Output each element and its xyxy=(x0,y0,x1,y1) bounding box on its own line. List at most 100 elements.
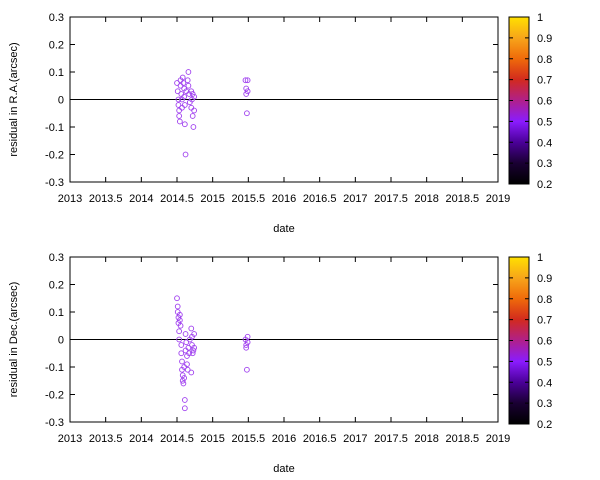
y-axis-title: residual in Dec.(arcsec) xyxy=(8,282,20,398)
data-point xyxy=(178,91,185,97)
x-tick-label: 2015.5 xyxy=(232,193,266,205)
data-point xyxy=(184,77,191,84)
data-point xyxy=(182,151,189,158)
data-point xyxy=(176,328,182,335)
y-tick-label: -0.1 xyxy=(45,362,64,374)
x-tick-label: 2018.5 xyxy=(446,193,480,205)
data-point xyxy=(176,107,182,114)
data-point xyxy=(182,331,189,337)
data-point xyxy=(179,74,186,81)
data-point xyxy=(174,303,181,310)
data-point xyxy=(244,333,251,340)
data-point xyxy=(244,110,250,117)
x-tick-label: 2019 xyxy=(486,433,510,445)
panel-2: 2013 2013.5 2014 2014.5 2015 2015.5 2016 2016.5… xyxy=(8,252,552,475)
x-tick-label: 2016.5 xyxy=(303,193,337,205)
colorbar-tick-label: 0.4 xyxy=(537,377,552,389)
data-point xyxy=(177,118,183,125)
x-tick-label: 2016.5 xyxy=(303,433,337,445)
data-point xyxy=(189,91,196,97)
data-point xyxy=(181,405,188,412)
data-point xyxy=(243,344,250,351)
y-axis-title: residual in R.A.(arcsec) xyxy=(8,42,20,156)
y-tick-label: -0.2 xyxy=(45,390,64,402)
y-tick-label: 0.1 xyxy=(49,67,64,79)
y-tick-label: 0.3 xyxy=(49,252,64,264)
x-axis-title: date xyxy=(273,223,294,235)
colorbar-tick-label: 0.9 xyxy=(537,273,552,285)
data-point xyxy=(185,69,192,75)
data-point xyxy=(191,331,197,337)
data-point xyxy=(179,358,185,365)
x-tick-label: 2015.5 xyxy=(232,433,266,445)
data-point xyxy=(177,322,184,329)
data-point xyxy=(175,96,182,103)
x-tick-label: 2017.5 xyxy=(374,433,408,445)
colorbar: 1 0.9 0.8 0.7 0.6 0.5 0.4 0.3 0.2 xyxy=(508,12,552,191)
x-tick-label: 2017.5 xyxy=(374,193,408,205)
x-tick-label: 2013.5 xyxy=(89,433,123,445)
x-tick-label: 2014 xyxy=(129,193,153,205)
data-point xyxy=(244,366,250,373)
data-point xyxy=(244,339,251,346)
data-point xyxy=(185,344,192,351)
data-point xyxy=(190,124,197,130)
x-tick-label: 2018.5 xyxy=(446,433,480,445)
data-point xyxy=(243,342,250,348)
data-point xyxy=(188,104,195,111)
x-tick-label: 2013 xyxy=(58,433,82,445)
data-point xyxy=(188,369,195,376)
y-tick-label: -0.2 xyxy=(45,150,64,162)
colorbar-tick-label: 0.5 xyxy=(537,116,552,128)
colorbar-tick-label: 0.2 xyxy=(537,419,552,431)
data-point xyxy=(188,325,195,332)
data-point xyxy=(186,350,192,357)
data-point xyxy=(189,113,196,119)
colorbar-tick-label: 1 xyxy=(537,252,543,264)
data-point xyxy=(189,350,196,357)
data-point xyxy=(177,311,183,318)
data-point xyxy=(175,314,182,321)
x-tick-label: 2019 xyxy=(486,193,510,205)
data-point xyxy=(183,339,190,346)
data-point xyxy=(185,82,192,89)
data-point xyxy=(178,350,185,357)
x-tick-label: 2013 xyxy=(58,193,82,205)
y-tick-label: 0.1 xyxy=(49,307,64,319)
data-point xyxy=(181,375,187,381)
colorbar-tick-label: 0.6 xyxy=(537,336,552,348)
y-tick-label: 0 xyxy=(58,335,64,347)
x-tick-label: 2016 xyxy=(272,193,296,205)
x-tick-label: 2018 xyxy=(414,433,438,445)
data-point xyxy=(181,102,188,108)
colorbar-tick-label: 0.8 xyxy=(537,294,552,306)
y-tick-label: 0.2 xyxy=(49,40,64,52)
data-point xyxy=(179,104,185,111)
x-axis-title: date xyxy=(273,463,294,475)
data-point xyxy=(179,377,186,384)
colorbar-tick-label: 0.6 xyxy=(537,96,552,108)
data-point xyxy=(176,113,182,119)
y-tick-label: 0.3 xyxy=(49,12,64,24)
data-point xyxy=(180,380,187,387)
data-point xyxy=(243,85,250,92)
colorbar: 1 0.9 0.8 0.7 0.6 0.5 0.4 0.3 0.2 xyxy=(508,252,552,431)
data-point xyxy=(174,295,180,302)
data-point xyxy=(175,102,182,108)
data-point xyxy=(174,88,181,95)
data-point xyxy=(242,77,249,84)
colorbar-tick-label: 0.5 xyxy=(537,356,552,368)
colorbar-tick-label: 0.7 xyxy=(537,315,552,327)
data-point xyxy=(191,344,197,351)
colorbar-tick-label: 1 xyxy=(537,12,543,24)
colorbar-tick-label: 0.2 xyxy=(537,179,552,191)
data-point xyxy=(184,366,191,373)
y-tick-label: -0.3 xyxy=(45,417,64,429)
x-tick-label: 2017 xyxy=(343,193,367,205)
x-tick-label: 2015 xyxy=(200,193,224,205)
colorbar-tick-label: 0.8 xyxy=(537,54,552,66)
data-point xyxy=(176,336,182,343)
data-point xyxy=(180,80,187,86)
data-point xyxy=(174,80,180,86)
